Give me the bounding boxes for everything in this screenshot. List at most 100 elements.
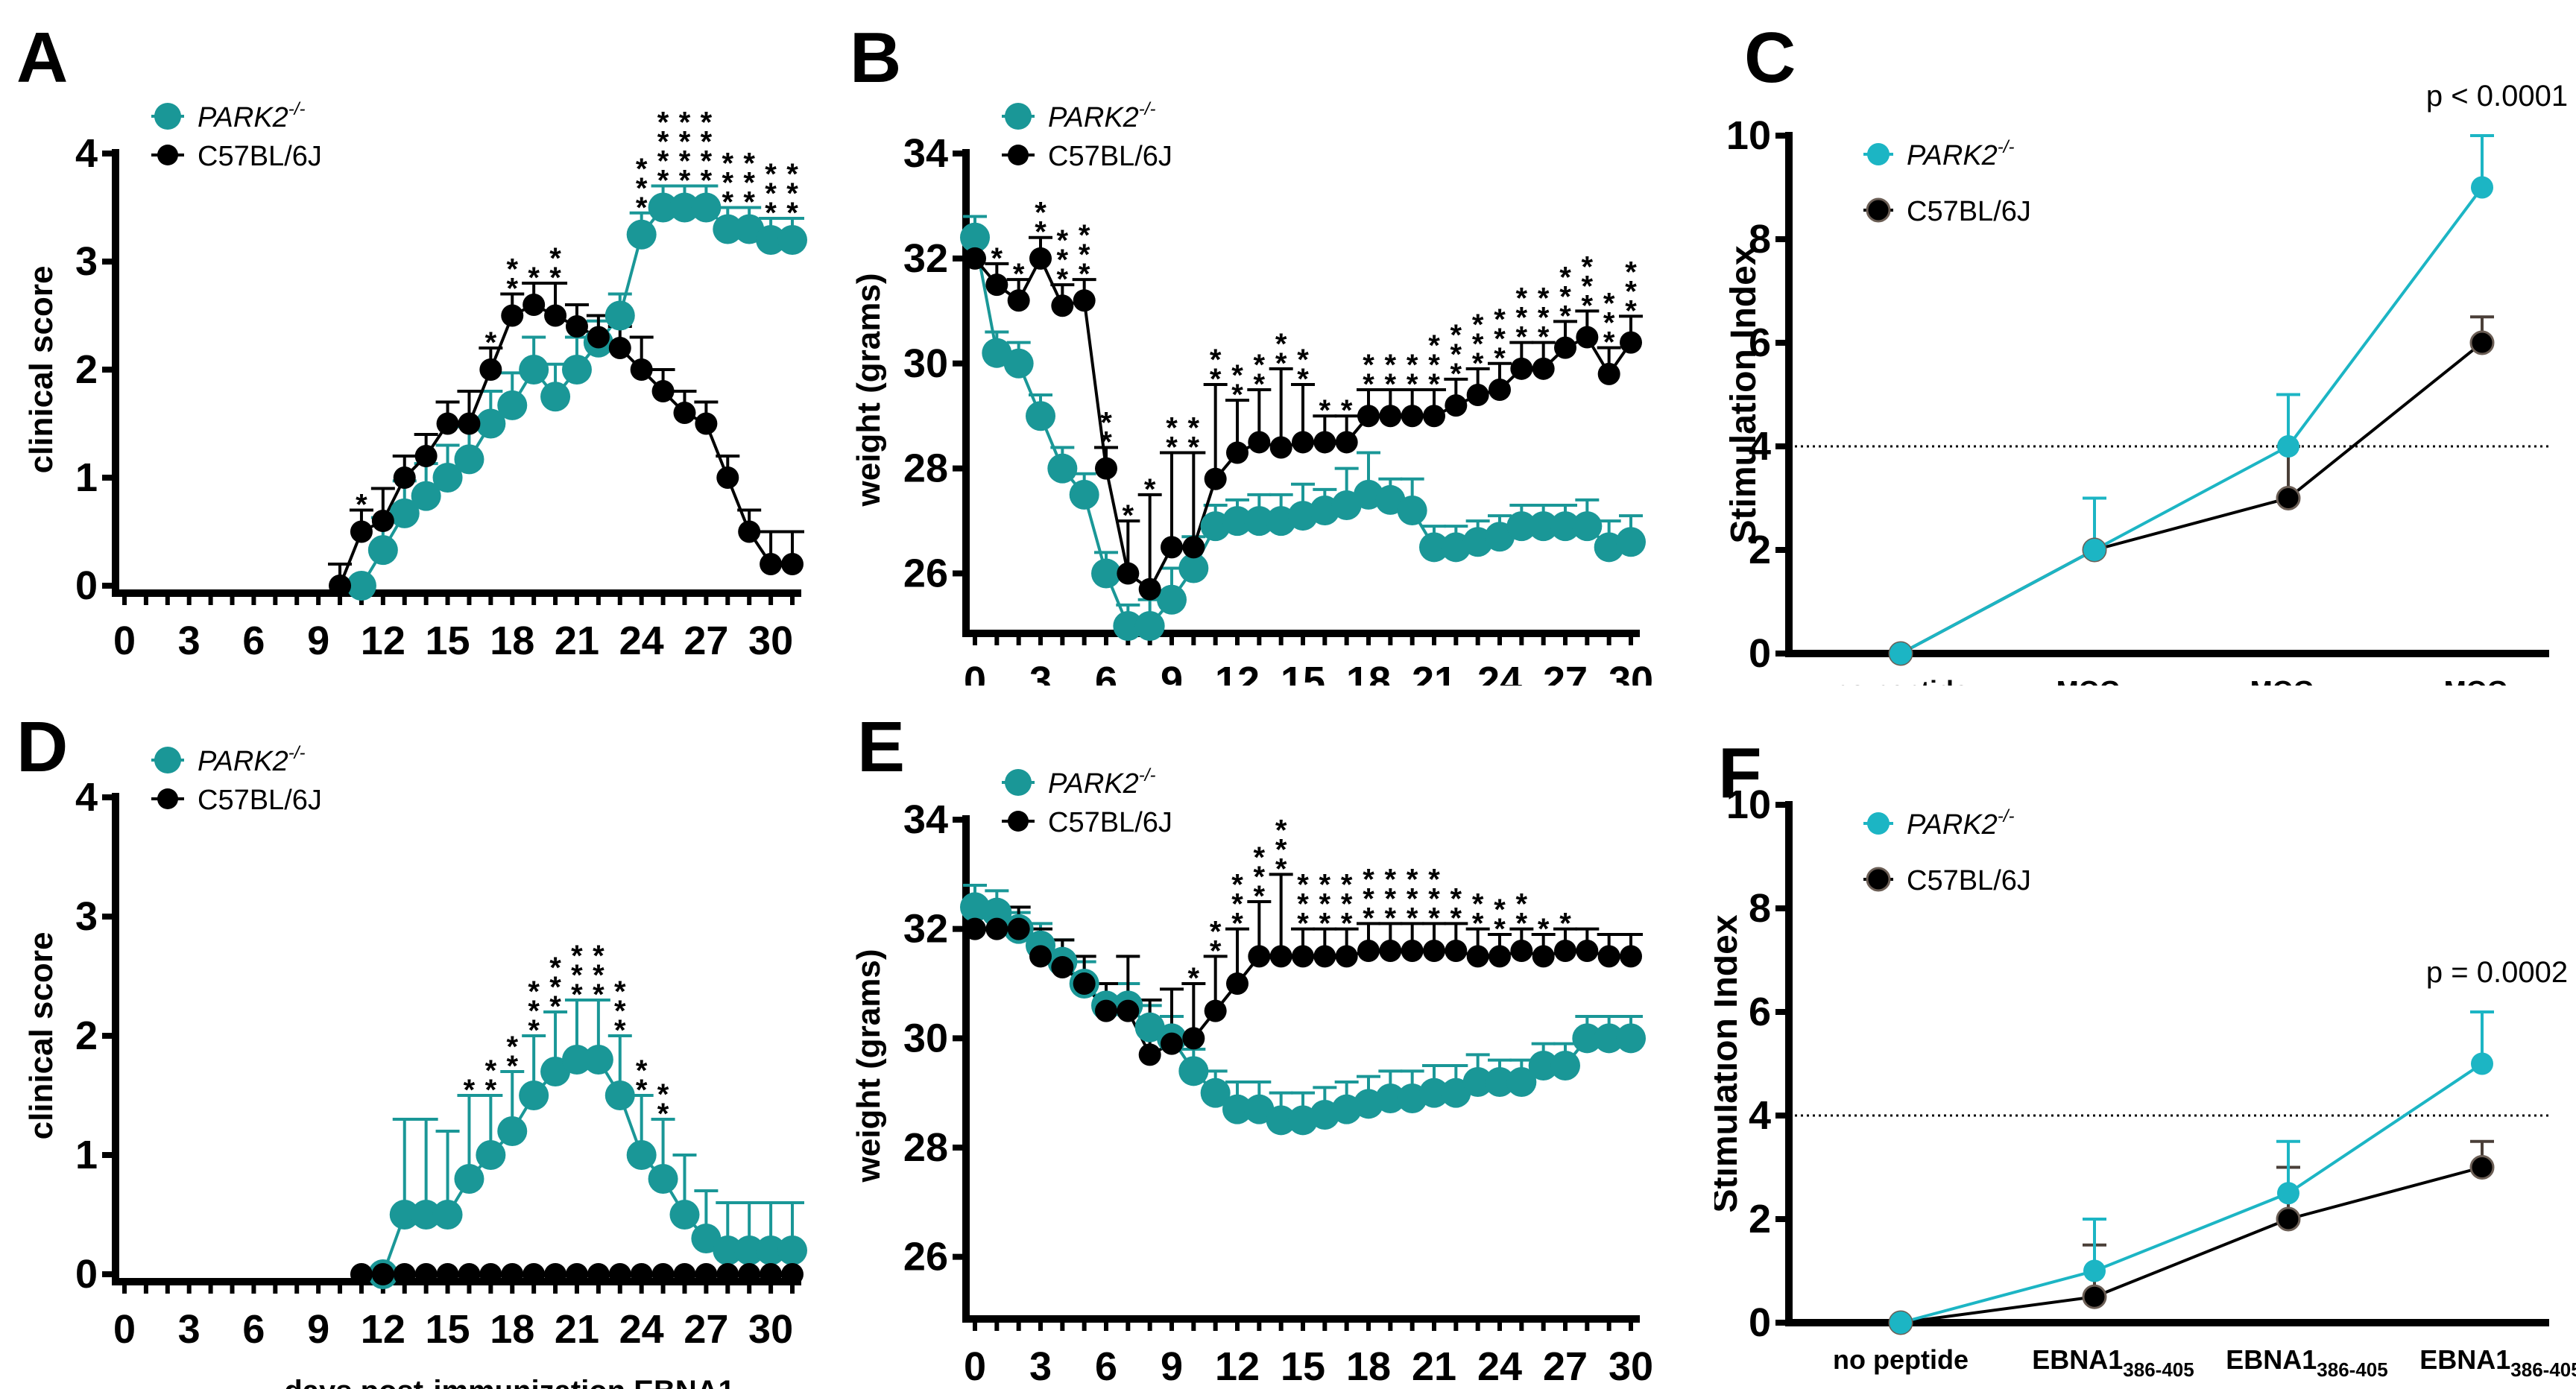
significance-asterisk: *: [1297, 888, 1309, 921]
significance-asterisk: *: [1275, 347, 1287, 380]
significance-asterisk: *: [506, 253, 518, 286]
x-tick-label: 27: [1543, 1344, 1588, 1389]
data-point-c57bl6j: [1095, 457, 1117, 480]
y-tick-label: 28: [903, 446, 948, 491]
x-tick-label: 15: [426, 1307, 470, 1352]
significance-asterisk: *: [356, 489, 367, 522]
legend-marker-c57bl6j: [1866, 197, 1891, 223]
data-point-c57bl6j: [371, 510, 394, 532]
significance-asterisk: *: [1625, 294, 1637, 327]
significance-asterisk: *: [571, 978, 583, 1011]
significance-asterisk: *: [1516, 282, 1528, 315]
y-tick-label: 6: [1749, 990, 1771, 1034]
significance-asterisk: *: [1385, 368, 1397, 401]
series-line-park2: [1900, 186, 2484, 655]
x-tick-label: 24: [1477, 659, 1522, 686]
x-tick-label: 9: [307, 1307, 329, 1352]
significance-asterisk: *: [1472, 328, 1484, 361]
x-tick-label: 3: [178, 1307, 201, 1352]
x-tick-label: 24: [619, 618, 664, 663]
significance-asterisk: *: [1275, 852, 1287, 885]
significance-asterisk: *: [1559, 300, 1571, 332]
x-tick-label: 0: [113, 618, 136, 663]
significance-asterisk: *: [1363, 368, 1374, 401]
legend-marker-c57bl6j: [1866, 867, 1891, 892]
data-point-c57bl6j: [565, 315, 588, 338]
x-tick-label: 3: [1029, 659, 1052, 686]
x-tick-label: 9: [1161, 1344, 1183, 1389]
significance-asterisk: *: [1516, 302, 1528, 335]
panel-label-c: C: [1744, 18, 1796, 98]
data-point-c57bl6j: [1357, 405, 1380, 428]
data-point-c57bl6j: [1597, 945, 1620, 968]
y-tick-label: 10: [1726, 113, 1771, 158]
significance-asterisk: *: [1319, 888, 1331, 921]
significance-asterisk: *: [1559, 280, 1571, 313]
y-tick-label: 6: [1749, 320, 1771, 365]
x-tick-label: 12: [361, 618, 405, 663]
data-point-c57bl6j: [350, 1263, 373, 1285]
data-point-park2: [777, 225, 807, 255]
significance-asterisk: *: [506, 1031, 518, 1063]
x-tick-label: 21: [1412, 659, 1456, 686]
data-point-park2: [648, 1164, 678, 1194]
data-point-c57bl6j: [716, 1263, 739, 1285]
legend-marker-park2: [1867, 143, 1890, 165]
significance-asterisk: *: [1100, 406, 1112, 439]
data-point-park2: [1375, 1083, 1406, 1113]
data-point-c57bl6j: [1401, 405, 1424, 428]
significance-asterisk: *: [1407, 863, 1418, 896]
data-point-park2: [1462, 1067, 1493, 1097]
significance-asterisk: *: [1428, 882, 1440, 915]
significance-asterisk: *: [1231, 908, 1243, 940]
x-tick-label: 30: [748, 1307, 793, 1352]
significance-asterisk: *: [701, 107, 713, 139]
significance-asterisk: *: [1254, 880, 1266, 913]
data-point-park2: [411, 1200, 441, 1230]
legend-label-c57bl6j: C57BL/6J: [198, 141, 322, 172]
y-tick-label: 8: [1749, 886, 1771, 931]
data-point-c57bl6j: [329, 575, 352, 597]
significance-asterisk: *: [1231, 869, 1243, 902]
significance-asterisk: *: [1385, 902, 1397, 934]
chart-d-clinical-score-ebna1: 01234036912151821242730days post-immuniz…: [23, 743, 812, 1389]
x-tick-label: 6: [242, 618, 265, 663]
significance-asterisk: *: [593, 940, 604, 972]
x-tick-label: 3: [1029, 1344, 1052, 1389]
significance-asterisk: *: [1407, 349, 1418, 382]
data-point-park2: [1069, 479, 1099, 510]
y-tick-label: 4: [75, 131, 98, 176]
significance-asterisk: *: [1450, 338, 1462, 371]
data-point-c57bl6j: [1335, 431, 1358, 454]
significance-asterisk: *: [1428, 329, 1440, 362]
data-point-c57bl6j: [1554, 940, 1576, 962]
data-point-c57bl6j: [1073, 289, 1096, 312]
significance-asterisk: *: [528, 995, 540, 1028]
data-point-park2: [2471, 176, 2493, 199]
significance-asterisk: *: [1057, 244, 1069, 276]
data-point-c57bl6j: [1095, 999, 1117, 1022]
significance-asterisk: *: [485, 1054, 497, 1087]
data-point-park2: [389, 498, 420, 528]
data-point-park2: [604, 300, 635, 331]
legend-marker-c57bl6j: [157, 145, 178, 165]
data-point-c57bl6j: [1117, 562, 1140, 585]
significance-asterisk: *: [1494, 323, 1506, 355]
series-line-c57bl6j: [1900, 1165, 2483, 1324]
data-point-c57bl6j: [414, 445, 438, 467]
chart-a-clinical-score-mog: 01234036912151821242730days post-immuniz…: [23, 99, 807, 663]
legend-label-park2: PARK2-/-: [1048, 765, 1155, 800]
legend-label-superscript: -/-: [1139, 99, 1156, 119]
significance-asterisk: *: [1057, 263, 1069, 296]
significance-asterisk: *: [1559, 908, 1571, 940]
data-point-c57bl6j: [479, 1263, 502, 1285]
data-point-park2: [1026, 401, 1055, 431]
significance-asterisk: *: [1385, 882, 1397, 915]
significance-asterisk: *: [743, 167, 755, 200]
data-point-c57bl6j: [2276, 1206, 2301, 1232]
y-tick-label: 0: [1749, 631, 1771, 676]
significance-asterisk: *: [1297, 869, 1309, 902]
significance-asterisk: *: [528, 262, 540, 294]
x-tick-label: 6: [1095, 1344, 1117, 1389]
significance-asterisk: *: [1319, 394, 1331, 427]
